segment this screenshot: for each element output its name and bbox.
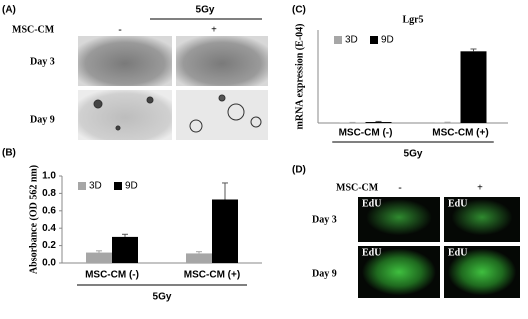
legend-label: 3D — [345, 35, 358, 46]
micrograph — [358, 246, 440, 298]
treatment-label: 5Gy — [196, 5, 215, 16]
panel-label: (C) — [292, 5, 306, 16]
x-tick-label: MSC-CM (-) — [339, 128, 393, 139]
legend-swatch — [334, 36, 342, 44]
bar — [186, 253, 212, 263]
y-axis-label: mRNA expression (E-04) — [294, 24, 305, 130]
bar — [212, 199, 238, 263]
condition-label: + — [211, 24, 217, 35]
micrograph — [78, 90, 172, 140]
bar — [112, 236, 138, 263]
x-tick-label: MSC-CM (+) — [432, 128, 488, 139]
bar — [86, 252, 112, 263]
y-tick-label: 0.0 — [42, 258, 56, 269]
panel-label: (B) — [2, 148, 16, 159]
condition-label: + — [477, 182, 483, 193]
bar — [460, 51, 487, 123]
legend-label: 9D — [125, 181, 138, 192]
micrograph — [444, 197, 520, 242]
error-bar — [96, 250, 102, 253]
micrograph — [78, 36, 172, 86]
micrograph — [358, 197, 440, 242]
micrograph — [176, 36, 268, 86]
legend-swatch — [78, 182, 86, 190]
stain-label: EdU — [362, 198, 381, 209]
row-label: Day 3 — [312, 214, 337, 225]
error-bar — [122, 233, 128, 237]
x-tick-label: MSC-CM (+) — [184, 270, 240, 281]
legend-swatch — [370, 36, 378, 44]
group-label: 5Gy — [153, 292, 172, 303]
y-tick-label: 0.8 — [42, 188, 56, 199]
legend-label: 3D — [89, 181, 102, 192]
stain-label: EdU — [362, 247, 381, 258]
row-label: Day 9 — [312, 268, 337, 279]
bar — [365, 122, 392, 123]
error-bar — [196, 251, 202, 254]
error-bar — [375, 120, 382, 123]
error-bar — [222, 182, 228, 200]
row-label: Day 3 — [30, 56, 55, 67]
y-tick-label: 0.2 — [42, 240, 56, 251]
factor-label: MSC-CM — [336, 182, 379, 193]
panel-label: (A) — [2, 5, 16, 16]
error-bar — [470, 48, 477, 52]
legend-label: 9D — [381, 35, 394, 46]
y-tick-label: 1.0 — [42, 171, 56, 182]
stain-label: EdU — [448, 247, 467, 258]
legend-swatch — [114, 182, 122, 190]
y-tick-label: 0.6 — [42, 205, 56, 216]
x-tick-label: MSC-CM (-) — [85, 270, 139, 281]
panel-label: (D) — [292, 165, 306, 176]
y-tick-label: 0.4 — [42, 223, 56, 234]
group-label: 5Gy — [404, 149, 423, 160]
micrograph — [444, 246, 520, 298]
condition-label: - — [118, 24, 121, 35]
organoids — [93, 94, 262, 133]
stain-label: EdU — [448, 198, 467, 209]
chart-title: Lgr5 — [402, 14, 423, 25]
y-axis-label: Absorbance (OD 562 nm) — [28, 165, 39, 274]
condition-label: - — [398, 182, 401, 193]
factor-label: MSC-CM — [12, 24, 55, 35]
row-label: Day 9 — [30, 114, 55, 125]
